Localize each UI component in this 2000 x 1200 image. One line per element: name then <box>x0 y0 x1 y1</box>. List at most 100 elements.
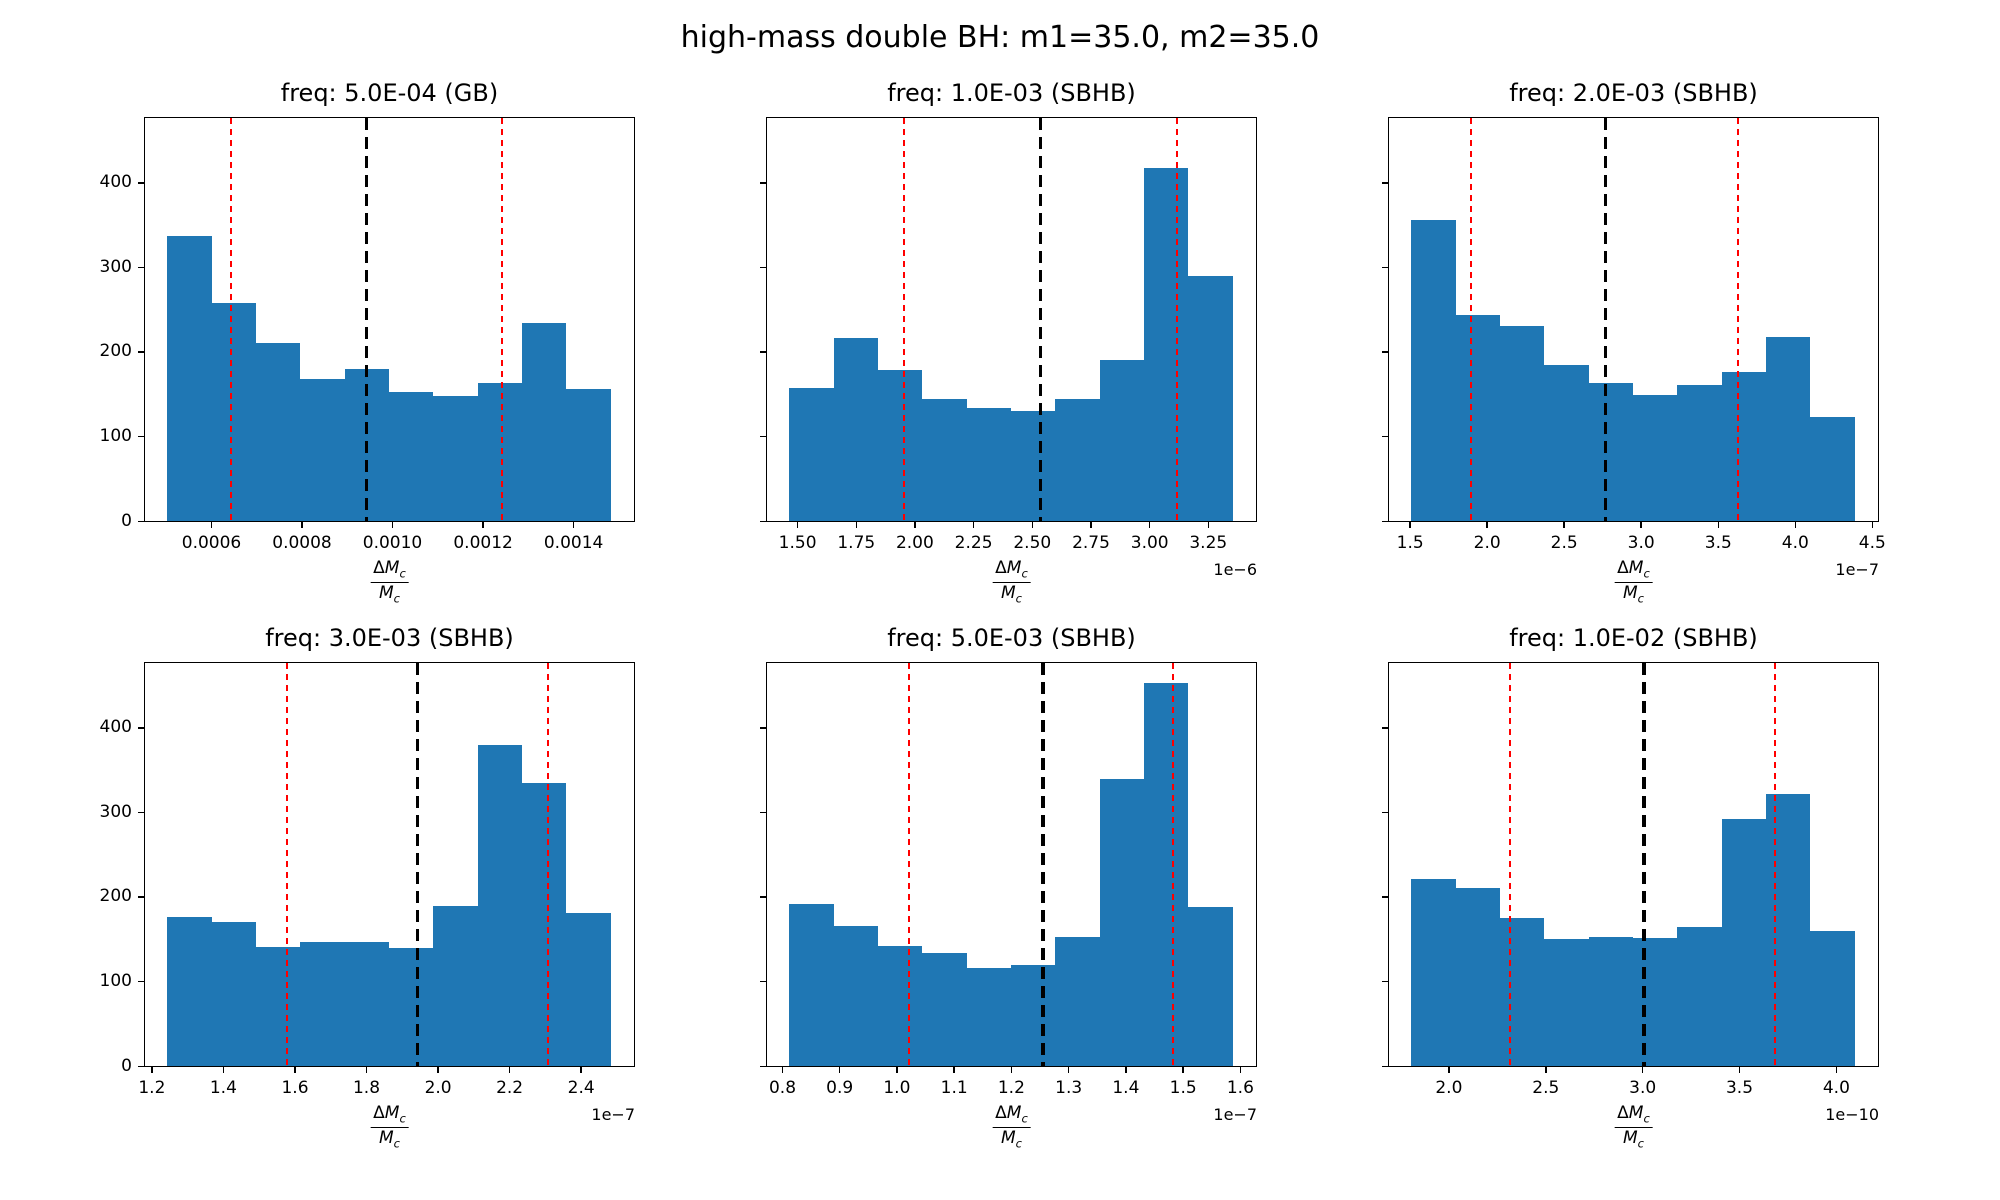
delta-symbol: Δ <box>1617 1103 1629 1123</box>
axes-box <box>1388 662 1879 1067</box>
x-tick-label: 0.0006 <box>181 533 242 553</box>
x-tick-mark <box>1409 522 1411 528</box>
subplot-0: freq: 5.0E-04 (GB) 0.0006 0.0008 0.0010 0.00… <box>100 79 635 605</box>
red-dashed-quantile-line <box>547 663 550 1066</box>
subplot-title: freq: 1.0E-02 (SBHB) <box>1509 624 1758 652</box>
x-tick-mark <box>508 1067 511 1073</box>
x-tick-mark <box>572 522 575 528</box>
x-tick-label: 1.6 <box>1226 1078 1254 1098</box>
histogram-bar <box>1589 936 1633 1066</box>
histogram-bar <box>922 953 967 1066</box>
numerator-sub: c <box>399 566 406 581</box>
denominator-sub: c <box>393 591 401 606</box>
x-tick-mark <box>896 1067 898 1073</box>
y-tick-mark <box>760 520 766 523</box>
histogram-bar <box>1100 779 1144 1066</box>
y-tick-mark <box>138 1065 144 1068</box>
x-tick-label: 3.0 <box>1629 1078 1657 1098</box>
histogram-bar <box>789 388 834 521</box>
black-dashed-median-line <box>1038 118 1043 521</box>
delta-symbol: Δ <box>373 558 385 578</box>
y-tick-mark <box>1382 182 1388 184</box>
histogram-bar <box>345 941 389 1066</box>
y-tick-mark <box>1382 520 1388 523</box>
x-tick-mark <box>855 522 858 528</box>
x-tick-label: 3.25 <box>1189 533 1228 553</box>
x-tick-label: 1.2 <box>997 1078 1025 1098</box>
red-dashed-quantile-line <box>903 118 906 521</box>
red-dashed-quantile-line <box>229 118 232 521</box>
xlabel-denominator: Mc <box>1614 583 1653 606</box>
subplot-title: freq: 1.0E-03 (SBHB) <box>887 79 1136 107</box>
subplot-2: freq: 2.0E-03 (SBHB) 1.5 2.0 2.5 3.0 3.5 4.0 4.… <box>1382 79 1886 605</box>
xlabel-denominator: Mc <box>992 583 1031 606</box>
x-tick-label: 3.0 <box>1627 533 1655 553</box>
xlabel-denominator: Mc <box>1614 1128 1653 1151</box>
y-tick-label: 0 <box>121 1055 132 1076</box>
x-tick-mark <box>1148 522 1151 528</box>
x-tick-mark <box>580 1067 582 1073</box>
denominator-sub: c <box>1637 1136 1645 1151</box>
x-tick-mark <box>1239 1067 1242 1073</box>
histogram-bar <box>1677 927 1722 1066</box>
x-tick-mark <box>1182 1067 1184 1073</box>
black-dashed-median-line <box>364 118 369 521</box>
figure-title: high-mass double BH: m1=35.0, m2=35.0 <box>680 20 1320 55</box>
x-tick-label: 2.25 <box>954 533 993 553</box>
x-tick-label: 3.5 <box>1725 1078 1754 1098</box>
xlabel-numerator: ΔMc <box>370 558 409 583</box>
y-tick-mark <box>138 266 144 269</box>
subplot-title: freq: 5.0E-03 (SBHB) <box>887 624 1136 652</box>
x-tick-label: 2.0 <box>1473 533 1501 553</box>
numerator-m: M <box>1006 558 1022 578</box>
x-axis-label-fraction: ΔMc Mc <box>370 1103 409 1150</box>
x-tick-mark <box>1207 522 1210 528</box>
histogram-bar <box>1456 888 1500 1066</box>
histogram-bar <box>478 383 522 521</box>
subplot-1: freq: 1.0E-03 (SBHB) 1.50 1.75 2.00 2.25 2.50… <box>760 79 1257 605</box>
y-tick-label: 300 <box>99 801 132 822</box>
histogram-bar <box>878 369 922 521</box>
y-tick-mark <box>760 980 766 983</box>
histogram-bar <box>1411 219 1456 521</box>
x-tick-mark <box>796 522 799 528</box>
y-tick-mark <box>1382 727 1388 729</box>
histogram-bar <box>878 945 922 1066</box>
y-tick-mark <box>138 896 144 898</box>
x-tick-label: 1.4 <box>209 1078 237 1098</box>
histogram-bar <box>1144 168 1188 521</box>
numerator-sub: c <box>1021 1111 1028 1126</box>
x-tick-mark <box>1448 1067 1450 1073</box>
numerator-sub: c <box>1643 566 1650 581</box>
x-tick-label: 1.6 <box>281 1078 309 1098</box>
plot-area <box>767 663 1256 1066</box>
x-tick-label: 1.5 <box>1169 1078 1197 1098</box>
subplot-3: freq: 3.0E-03 (SBHB) 1.2 1.4 1.6 1.8 2.0 2.2 2.… <box>100 624 635 1150</box>
x-tick-label: 1.5 <box>1396 533 1424 553</box>
y-tick-label: 200 <box>99 886 132 907</box>
x-tick-label: 2.5 <box>1550 533 1578 553</box>
y-tick-mark <box>1382 811 1388 814</box>
x-tick-mark <box>1067 1067 1070 1073</box>
y-tick-mark <box>1382 896 1388 898</box>
red-dashed-quantile-line <box>908 663 911 1066</box>
histogram-bar <box>389 392 433 521</box>
histogram-bar <box>167 917 212 1066</box>
y-tick-label: 400 <box>99 172 132 192</box>
xlabel-numerator: ΔMc <box>1614 558 1653 583</box>
x-tick-label: 1.50 <box>778 533 817 553</box>
x-tick-mark <box>1125 1067 1127 1073</box>
x-axis-scale-offset-label: 1e−7 <box>1213 1105 1257 1124</box>
histogram-bar <box>967 407 1011 521</box>
y-tick-mark <box>760 1065 766 1068</box>
x-tick-mark <box>210 522 213 528</box>
red-dashed-quantile-line <box>1175 118 1178 521</box>
histogram-bar <box>300 378 345 521</box>
numerator-m: M <box>1628 558 1644 578</box>
histogram-bar <box>478 745 522 1066</box>
y-tick-mark <box>1382 435 1388 438</box>
histogram-bar <box>433 906 478 1066</box>
y-tick-mark <box>760 182 766 184</box>
x-tick-mark <box>151 1067 153 1073</box>
x-tick-label: 1.4 <box>1112 1078 1140 1098</box>
